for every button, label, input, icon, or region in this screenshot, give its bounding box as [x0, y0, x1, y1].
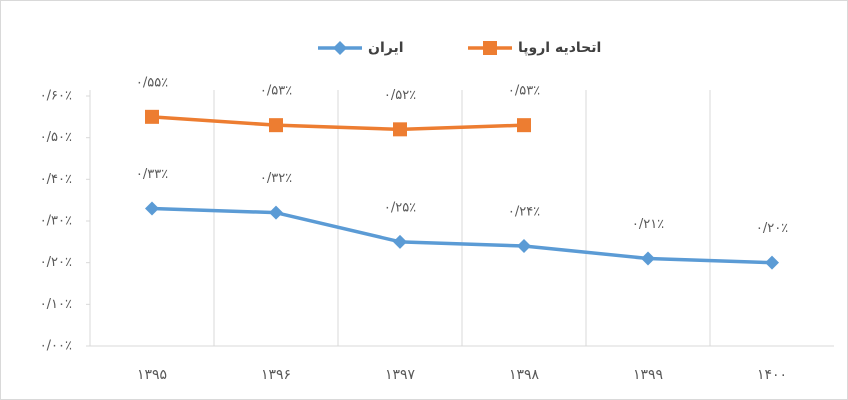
series-line	[151, 115, 525, 132]
x-tick-label: ۱۳۹۵	[137, 367, 167, 383]
marker	[269, 118, 283, 133]
marker	[393, 122, 407, 137]
marker	[641, 251, 655, 266]
data-label: ۰/۵۵٪	[136, 75, 168, 90]
data-label: ۰/۵۳٪	[508, 84, 540, 99]
legend: ایران اتحادیه اروپا	[318, 40, 601, 56]
legend-label: اتحادیه اروپا	[518, 40, 601, 56]
marker	[145, 109, 159, 124]
y-tick-label: ۰/۲۰٪	[40, 255, 72, 270]
y-tick-label: ۰/۵۰٪	[40, 130, 72, 145]
data-label: ۰/۲۰٪	[756, 221, 788, 236]
series-line	[151, 206, 773, 265]
marker	[145, 201, 159, 216]
marker	[269, 205, 283, 220]
y-tick-label: ۰/۰۰٪	[40, 339, 72, 354]
legend-label: ایران	[368, 40, 404, 56]
y-tick-label: ۰/۶۰٪	[40, 89, 72, 104]
legend-marker	[333, 41, 347, 55]
marker	[765, 255, 779, 270]
y-tick-label: ۰/۴۰٪	[40, 172, 72, 187]
y-tick-label: ۰/۳۰٪	[40, 214, 72, 229]
marker	[393, 234, 407, 249]
y-tick-label: ۰/۱۰٪	[40, 297, 72, 312]
x-tick-label: ۱۴۰۰	[757, 367, 787, 383]
data-label: ۰/۲۴٪	[508, 205, 540, 220]
marker	[517, 239, 531, 253]
x-tick-label: ۱۳۹۶	[261, 367, 291, 383]
x-tick-label: ۱۳۹۹	[633, 367, 663, 383]
data-label: ۰/۲۱٪	[632, 217, 664, 232]
legend-marker	[483, 41, 497, 55]
data-label: ۰/۵۲٪	[384, 88, 416, 103]
data-label: ۰/۲۵٪	[384, 200, 416, 215]
x-tick-label: ۱۳۹۷	[385, 367, 416, 383]
marker	[517, 118, 531, 133]
data-label: ۰/۳۲٪	[260, 171, 292, 186]
data-label: ۰/۵۳٪	[260, 84, 292, 99]
data-label: ۰/۳۳٪	[136, 167, 168, 182]
x-tick-label: ۱۳۹۸	[509, 367, 540, 383]
